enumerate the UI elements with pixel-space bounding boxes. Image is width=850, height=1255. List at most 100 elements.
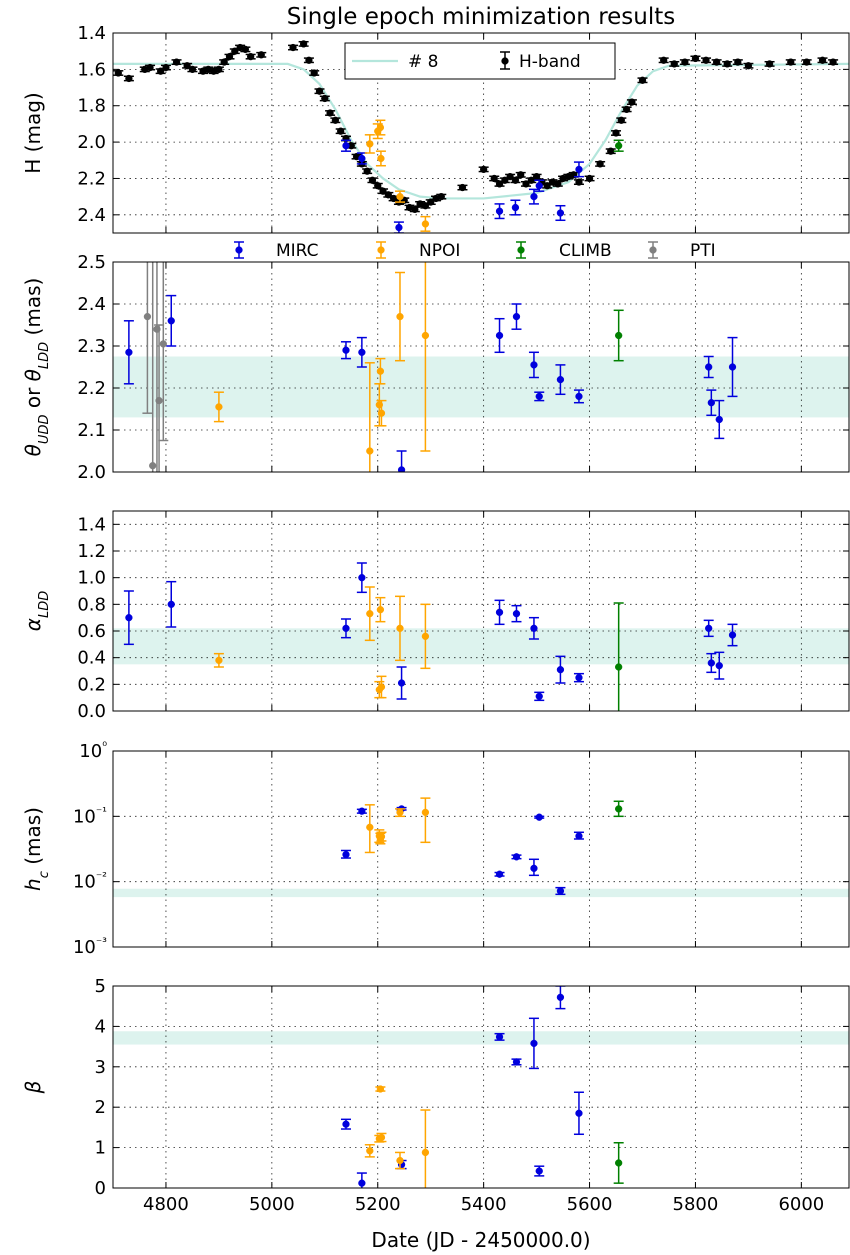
y-tick-label: 2.2 — [77, 378, 106, 399]
mirc-point — [555, 886, 566, 896]
y-tick-label: 1.4 — [77, 514, 106, 535]
npoi-point-marker — [421, 331, 430, 340]
h-band-point-marker — [490, 174, 498, 183]
x-tick-label: 5400 — [461, 1194, 507, 1215]
y-tick-label: 10⁻¹ — [73, 804, 107, 827]
npoi-point-marker — [421, 808, 430, 817]
h-band-point-marker — [172, 58, 181, 66]
mirc-point-marker — [125, 348, 133, 356]
h-band-point-marker — [363, 167, 371, 175]
npoi-point-marker — [377, 683, 386, 691]
y-tick-label: 0.6 — [77, 621, 106, 642]
h-band-point — [711, 58, 722, 66]
mirc-point-marker — [358, 348, 366, 356]
panels: 1.4 1.6 1.8 2.0 2.2 2.4 H (mag) # 8 H-band 2.0 2.1… — [21, 23, 850, 1215]
mirc-point — [511, 303, 522, 330]
npoi-point — [364, 1144, 375, 1158]
h-band-point-marker — [257, 51, 265, 59]
y-tick-label: 10⁻² — [73, 870, 107, 893]
climb-point — [613, 800, 624, 818]
y-label-text: (mas) — [21, 807, 45, 871]
h-band-point — [611, 129, 622, 137]
mirc-point-marker — [358, 807, 366, 815]
h-band-point-marker — [305, 56, 313, 64]
y-tick-label: 1 — [95, 1138, 106, 1159]
mirc-point-marker — [728, 363, 737, 371]
mirc-point — [573, 831, 584, 840]
mirc-point — [534, 813, 545, 821]
mirc-point-marker — [495, 331, 504, 340]
mirc-point — [494, 317, 505, 354]
mirc-point-marker — [530, 192, 538, 201]
h-band-point — [510, 176, 521, 184]
h-band-point-marker — [215, 65, 223, 74]
mirc-point-marker — [167, 600, 175, 608]
mirc-point-marker — [495, 207, 504, 215]
npoi-point — [376, 399, 387, 427]
climb-point-marker — [615, 331, 623, 340]
mirc-point — [494, 203, 505, 220]
npoi-point — [420, 603, 431, 670]
h-band-point — [679, 58, 690, 66]
npoi-point-marker — [396, 624, 404, 632]
h-band-point — [113, 69, 124, 77]
h-band-point — [658, 56, 669, 64]
mirc-point — [340, 341, 351, 360]
npoi-point — [213, 652, 224, 668]
mirc-point-marker — [575, 165, 583, 174]
npoi-point-marker — [366, 447, 374, 455]
npoi-point-marker — [377, 154, 385, 163]
npoi-point — [364, 586, 375, 642]
h-band-point — [335, 127, 346, 135]
h-band-point — [616, 116, 627, 124]
mirc-point-marker — [728, 631, 737, 639]
h-band-point — [621, 105, 632, 114]
y-axis-label: H (mag) — [21, 92, 45, 173]
npoi-point — [394, 808, 405, 818]
h-band-point — [303, 56, 314, 64]
mirc-point-marker — [556, 666, 565, 674]
mirc-point — [494, 599, 505, 626]
mirc-point-marker — [167, 317, 175, 325]
h-band-point — [515, 171, 526, 179]
h-band-point-marker — [691, 54, 700, 63]
h-band-point — [626, 98, 637, 106]
y-label-subscript: UDD — [37, 415, 52, 445]
x-tick-label: 5800 — [673, 1194, 719, 1215]
h-band-point — [256, 51, 267, 59]
mirc-point — [356, 1172, 367, 1188]
mirc-point — [166, 580, 177, 628]
y-tick-label: 10⁻³ — [73, 935, 107, 958]
y-label-symbol: h — [21, 878, 45, 891]
h-band-point-marker — [585, 174, 594, 183]
mirc-point — [573, 672, 584, 683]
reference-band — [113, 356, 849, 418]
h-band-point — [213, 65, 224, 74]
y-tick-label: 10⁰ — [79, 739, 107, 762]
h-band-point-marker — [411, 205, 419, 214]
mirc-point — [706, 652, 717, 674]
mirc-point-marker — [342, 850, 350, 859]
h-band-point-marker — [374, 182, 382, 190]
legend-mirc-swatch-marker — [235, 246, 243, 254]
y-tick-label: 2.0 — [77, 462, 106, 483]
mirc-point-marker — [342, 624, 350, 632]
npoi-point-marker — [376, 123, 385, 132]
legend-npoi-label: NPOI — [419, 241, 460, 261]
x-tick-label: 4800 — [143, 1194, 189, 1215]
h-band-point — [531, 172, 542, 181]
climb-point — [613, 1142, 624, 1184]
y-label-text: H (mag) — [21, 92, 45, 173]
h-band-point — [690, 54, 701, 63]
h-band-point-marker — [622, 105, 631, 114]
mirc-point-marker — [715, 415, 723, 424]
mirc-point — [573, 161, 584, 178]
h-band-point-marker — [744, 62, 753, 70]
mirc-point — [555, 986, 566, 1010]
plot-area — [113, 986, 849, 1188]
y-tick-label-base: 10 — [73, 937, 96, 958]
climb-point — [613, 309, 624, 362]
h-band-point — [573, 178, 584, 186]
mirc-point-marker — [556, 209, 565, 217]
